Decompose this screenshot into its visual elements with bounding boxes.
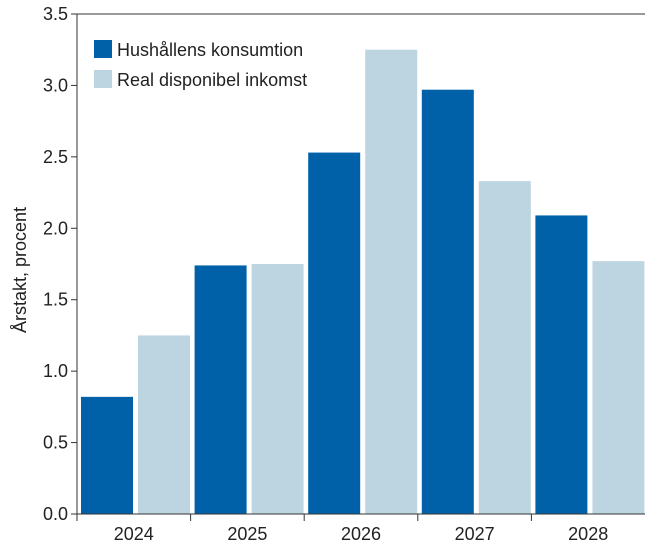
x-tick-label: 2028 xyxy=(568,524,608,544)
legend-swatch-1 xyxy=(94,40,112,58)
axes-group: 0.0 0.5 1.0 1.5 2.0 2.5 3.0 3.5 2024 2025 2026 2027… xyxy=(43,4,645,544)
y-tick-label: 2.0 xyxy=(43,218,68,238)
bar-2025-series-2 xyxy=(251,264,304,514)
x-tick-label: 2025 xyxy=(227,524,267,544)
y-tick-label: 3.0 xyxy=(43,75,68,95)
legend: Hushållens konsumtion Real disponibel ink… xyxy=(94,40,307,90)
x-tick-label: 2024 xyxy=(114,524,154,544)
y-tick-label: 2.5 xyxy=(43,147,68,167)
legend-swatch-2 xyxy=(94,70,112,88)
legend-label-1: Hushållens konsumtion xyxy=(117,40,303,60)
bar-2026-series-1 xyxy=(308,152,361,515)
y-tick-label: 1.5 xyxy=(43,290,68,310)
bar-2025-series-1 xyxy=(194,265,247,514)
bar-2028-series-1 xyxy=(535,215,588,514)
bar-2027-series-1 xyxy=(421,89,474,514)
bars-group xyxy=(81,49,645,515)
bar-2026-series-2 xyxy=(365,49,418,514)
x-tick-label: 2027 xyxy=(455,524,495,544)
y-tick-label: 0.5 xyxy=(43,433,68,453)
bar-2024-series-1 xyxy=(81,396,133,514)
y-axis-title: Årstakt, procent xyxy=(10,207,30,333)
bar-2027-series-2 xyxy=(478,181,531,514)
legend-label-2: Real disponibel inkomst xyxy=(117,70,307,90)
bar-2024-series-2 xyxy=(138,335,190,514)
y-tick-label: 3.5 xyxy=(43,4,68,24)
y-tick-label: 0.0 xyxy=(43,504,68,524)
bar-2028-series-2 xyxy=(592,261,645,514)
x-tick-label: 2026 xyxy=(341,524,381,544)
y-tick-label: 1.0 xyxy=(43,361,68,381)
